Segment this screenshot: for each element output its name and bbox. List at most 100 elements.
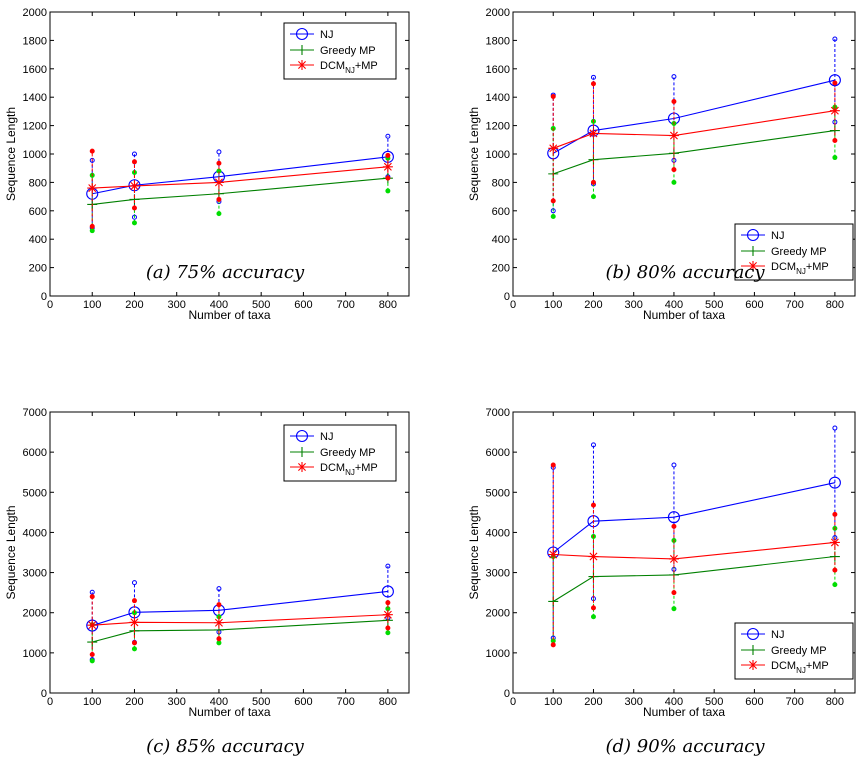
y-tick-label: 6000 xyxy=(23,447,47,459)
error-bar-low-cap xyxy=(671,167,677,173)
error-bar-low-cap xyxy=(385,188,391,194)
chart-panel-1: 0 100 200 300 400 500 600 700 800 0 200 400 600 800 10… xyxy=(4,7,410,322)
panel-caption: (a) 75% accuracy xyxy=(146,262,305,283)
data-point xyxy=(829,105,840,116)
error-bar-high-cap xyxy=(832,511,838,517)
legend-dcm-main: DCM xyxy=(320,60,345,72)
data-point xyxy=(828,476,841,489)
y-tick-label: 2000 xyxy=(486,7,510,19)
error-bar-high-cap xyxy=(832,80,838,86)
y-tick-label: 3000 xyxy=(486,568,510,580)
error-bar-high-cap xyxy=(385,563,391,569)
series-line xyxy=(552,482,835,553)
legend-marker-nj xyxy=(295,27,309,41)
series-line xyxy=(92,177,388,205)
y-tick-label: 1400 xyxy=(23,92,47,104)
legend-label-nj: NJ xyxy=(771,629,784,641)
legend-dcm-main: DCM xyxy=(771,660,796,672)
chart-panel-2: 0 100 200 300 400 500 600 700 800 0 200 400 600 800 10… xyxy=(467,7,856,322)
x-tick-label: 800 xyxy=(826,299,844,311)
series-dcm xyxy=(548,462,840,648)
error-bar-low-cap xyxy=(216,636,222,642)
y-tick-label: 6000 xyxy=(486,447,510,459)
x-tick-label: 700 xyxy=(336,299,354,311)
error-bar-low-cap xyxy=(216,196,222,202)
series-line xyxy=(553,130,835,175)
data-point xyxy=(667,511,680,524)
error-bar-low-cap xyxy=(550,213,556,219)
error-bar-high-cap xyxy=(832,425,838,431)
legend-label-nj: NJ xyxy=(320,431,333,443)
data-point xyxy=(381,585,394,598)
legend-label-greedy-mp: Greedy MP xyxy=(320,45,376,57)
x-tick-label: 300 xyxy=(168,299,186,311)
legend-label-greedy-mp: Greedy MP xyxy=(320,447,376,459)
error-bar-low-cap xyxy=(89,658,95,664)
series-line xyxy=(553,110,835,149)
error-bar-low-cap xyxy=(216,211,222,217)
error-bar-low-cap xyxy=(671,179,677,185)
chart-panel-4: 0 100 200 300 400 500 600 700 800 0 1000 2000 3000 40… xyxy=(467,407,856,757)
series-dcm xyxy=(87,148,393,229)
error-bar-high-cap xyxy=(671,74,677,80)
y-tick-label: 1000 xyxy=(23,149,47,161)
error-bar-low-cap xyxy=(832,567,838,573)
x-axis-label: Number of taxa xyxy=(643,308,725,322)
y-tick-label: 1200 xyxy=(23,121,47,133)
legend-marker-greedy xyxy=(297,447,307,457)
legend-marker-nj xyxy=(746,627,760,641)
x-tick-label: 800 xyxy=(379,299,397,311)
legend-label-dcm: DCMNJ+MP xyxy=(771,660,829,675)
data-point xyxy=(588,128,599,139)
legend-label-nj: NJ xyxy=(771,230,784,242)
error-bar-high-cap xyxy=(131,159,137,165)
x-tick-label: 400 xyxy=(665,696,683,708)
legend-label-greedy-mp: Greedy MP xyxy=(771,246,827,258)
y-tick-label: 400 xyxy=(29,234,47,246)
x-tick-label: 100 xyxy=(83,299,101,311)
y-tick-label: 1000 xyxy=(486,149,510,161)
series-line xyxy=(92,590,388,627)
legend-dcm-main: DCM xyxy=(320,462,345,474)
legend-box xyxy=(734,622,854,680)
error-bar-low-cap xyxy=(590,614,596,620)
plot-frame xyxy=(512,411,856,694)
y-tick-label: 600 xyxy=(29,206,47,218)
error-bar-low-cap xyxy=(671,606,677,612)
x-axis-label: Number of taxa xyxy=(188,308,270,322)
y-tick-label: 2000 xyxy=(23,7,47,19)
error-bar-high-cap xyxy=(671,523,677,529)
data-point xyxy=(668,130,679,141)
legend-marker-dcm xyxy=(748,660,758,670)
x-tick-label: 0 xyxy=(510,696,516,708)
x-tick-label: 500 xyxy=(705,696,723,708)
series-dcm xyxy=(548,80,840,204)
data-point xyxy=(213,177,224,188)
error-bar-low-cap xyxy=(131,220,137,226)
x-tick-label: 600 xyxy=(745,696,763,708)
legend-label-dcm: DCMNJ+MP xyxy=(771,261,829,276)
error-bar-low-cap xyxy=(131,205,137,211)
x-tick-label: 800 xyxy=(379,696,397,708)
error-bar-high-cap xyxy=(216,160,222,166)
y-tick-label: 1600 xyxy=(23,64,47,76)
data-point xyxy=(87,620,98,631)
x-tick-label: 300 xyxy=(168,696,186,708)
x-tick-label: 400 xyxy=(210,299,228,311)
error-bar-high-cap xyxy=(590,442,596,448)
error-bar-high-cap xyxy=(590,81,596,87)
y-tick-label: 1000 xyxy=(23,648,47,660)
plot-frame xyxy=(49,411,410,694)
data-point xyxy=(548,549,559,560)
error-bar-high-cap xyxy=(216,149,222,155)
x-tick-label: 800 xyxy=(826,696,844,708)
x-tick-label: 100 xyxy=(544,299,562,311)
legend-marker-nj xyxy=(746,228,760,242)
error-bar-high-cap xyxy=(89,157,95,163)
error-bar-low-cap xyxy=(89,223,95,229)
legend-dcm-main: DCM xyxy=(771,261,796,273)
error-bar-high-cap xyxy=(385,152,391,158)
series-greedy xyxy=(87,606,393,664)
error-bar-low-cap xyxy=(385,175,391,181)
